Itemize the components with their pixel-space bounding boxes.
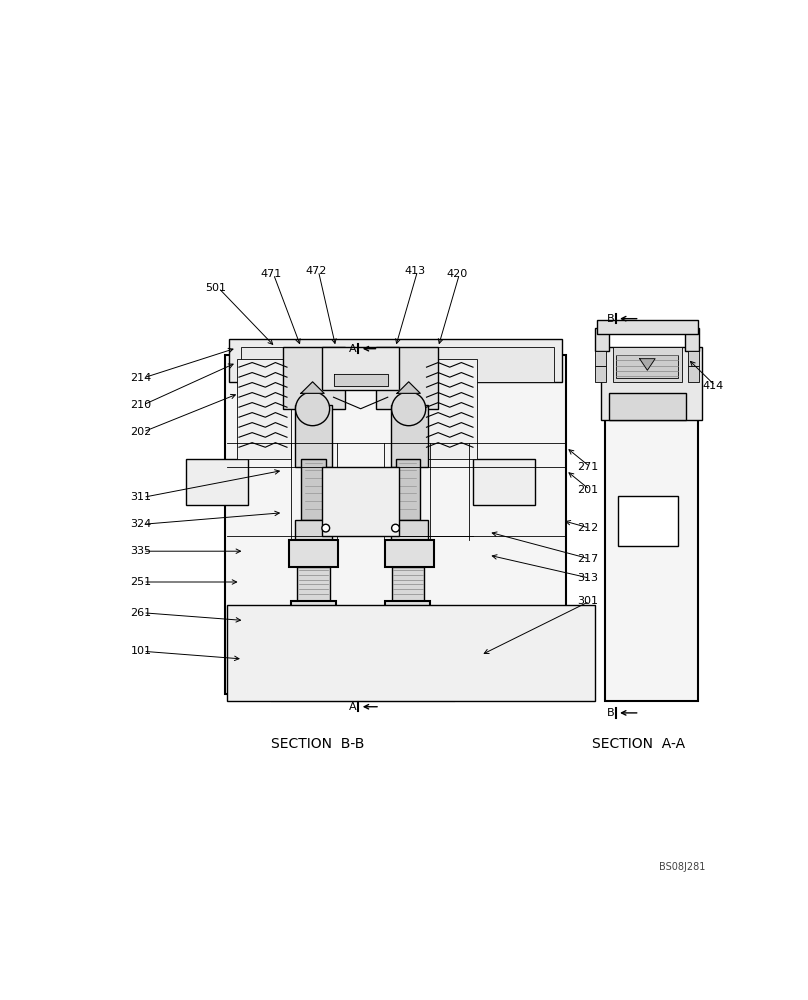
Text: 311: 311 bbox=[130, 492, 151, 502]
Text: 301: 301 bbox=[577, 596, 598, 606]
Bar bbox=[297, 567, 330, 601]
Bar bbox=[595, 351, 606, 366]
Bar bbox=[322, 347, 399, 389]
Bar bbox=[595, 366, 606, 382]
Bar bbox=[227, 605, 595, 701]
Text: 251: 251 bbox=[130, 577, 152, 587]
Bar bbox=[229, 339, 562, 382]
Bar bbox=[473, 459, 535, 505]
Bar bbox=[225, 355, 566, 694]
Polygon shape bbox=[334, 374, 388, 386]
Bar bbox=[295, 520, 332, 540]
Text: BS08J281: BS08J281 bbox=[659, 862, 705, 872]
Text: 202: 202 bbox=[130, 427, 152, 437]
Text: 472: 472 bbox=[305, 266, 327, 276]
Text: 210: 210 bbox=[130, 400, 152, 410]
Polygon shape bbox=[640, 359, 655, 370]
Text: 471: 471 bbox=[261, 269, 282, 279]
Bar bbox=[377, 347, 438, 409]
Bar bbox=[322, 466, 399, 536]
Polygon shape bbox=[397, 382, 420, 393]
Text: 420: 420 bbox=[447, 269, 468, 279]
Text: SECTION  A-A: SECTION A-A bbox=[591, 737, 684, 751]
Bar bbox=[295, 405, 332, 467]
Text: A: A bbox=[349, 344, 357, 354]
Bar bbox=[385, 540, 434, 567]
Bar bbox=[288, 540, 339, 567]
Bar bbox=[618, 496, 679, 546]
Circle shape bbox=[392, 392, 426, 426]
Bar bbox=[601, 347, 701, 420]
Text: 261: 261 bbox=[130, 608, 152, 618]
Bar bbox=[685, 328, 699, 351]
Text: 212: 212 bbox=[577, 523, 598, 533]
Ellipse shape bbox=[629, 581, 667, 610]
Text: B: B bbox=[607, 708, 614, 718]
Bar bbox=[271, 659, 453, 701]
Bar bbox=[241, 347, 554, 382]
Circle shape bbox=[296, 392, 330, 426]
Text: 101: 101 bbox=[130, 646, 151, 656]
Text: B: B bbox=[607, 314, 614, 324]
Bar bbox=[187, 459, 248, 505]
Bar bbox=[688, 366, 699, 382]
Bar bbox=[385, 601, 431, 632]
Bar bbox=[617, 355, 679, 378]
Bar bbox=[237, 359, 291, 459]
Bar bbox=[392, 567, 424, 601]
Bar bbox=[301, 459, 326, 520]
Text: 413: 413 bbox=[405, 266, 426, 276]
Text: 335: 335 bbox=[130, 546, 151, 556]
Bar bbox=[608, 393, 686, 420]
Text: 217: 217 bbox=[577, 554, 598, 564]
Text: 313: 313 bbox=[577, 573, 598, 583]
Bar bbox=[595, 328, 609, 351]
Bar bbox=[283, 347, 345, 409]
Bar bbox=[604, 416, 698, 701]
Bar bbox=[299, 632, 328, 655]
Text: SECTION  B-B: SECTION B-B bbox=[271, 737, 364, 751]
Bar bbox=[291, 601, 336, 632]
Circle shape bbox=[322, 524, 330, 532]
Bar bbox=[612, 347, 682, 382]
Text: 201: 201 bbox=[577, 485, 598, 495]
Polygon shape bbox=[301, 382, 324, 393]
Text: A: A bbox=[349, 702, 357, 712]
Bar bbox=[395, 459, 420, 520]
Bar bbox=[391, 405, 428, 467]
Text: 414: 414 bbox=[702, 381, 724, 391]
Text: 214: 214 bbox=[130, 373, 152, 383]
Circle shape bbox=[392, 524, 399, 532]
Bar bbox=[392, 632, 421, 655]
Bar bbox=[423, 359, 477, 459]
Text: 271: 271 bbox=[577, 462, 598, 472]
Bar bbox=[688, 351, 699, 366]
Text: 324: 324 bbox=[130, 519, 152, 529]
Bar bbox=[597, 320, 698, 334]
Bar bbox=[391, 520, 428, 540]
Text: 501: 501 bbox=[205, 283, 226, 293]
